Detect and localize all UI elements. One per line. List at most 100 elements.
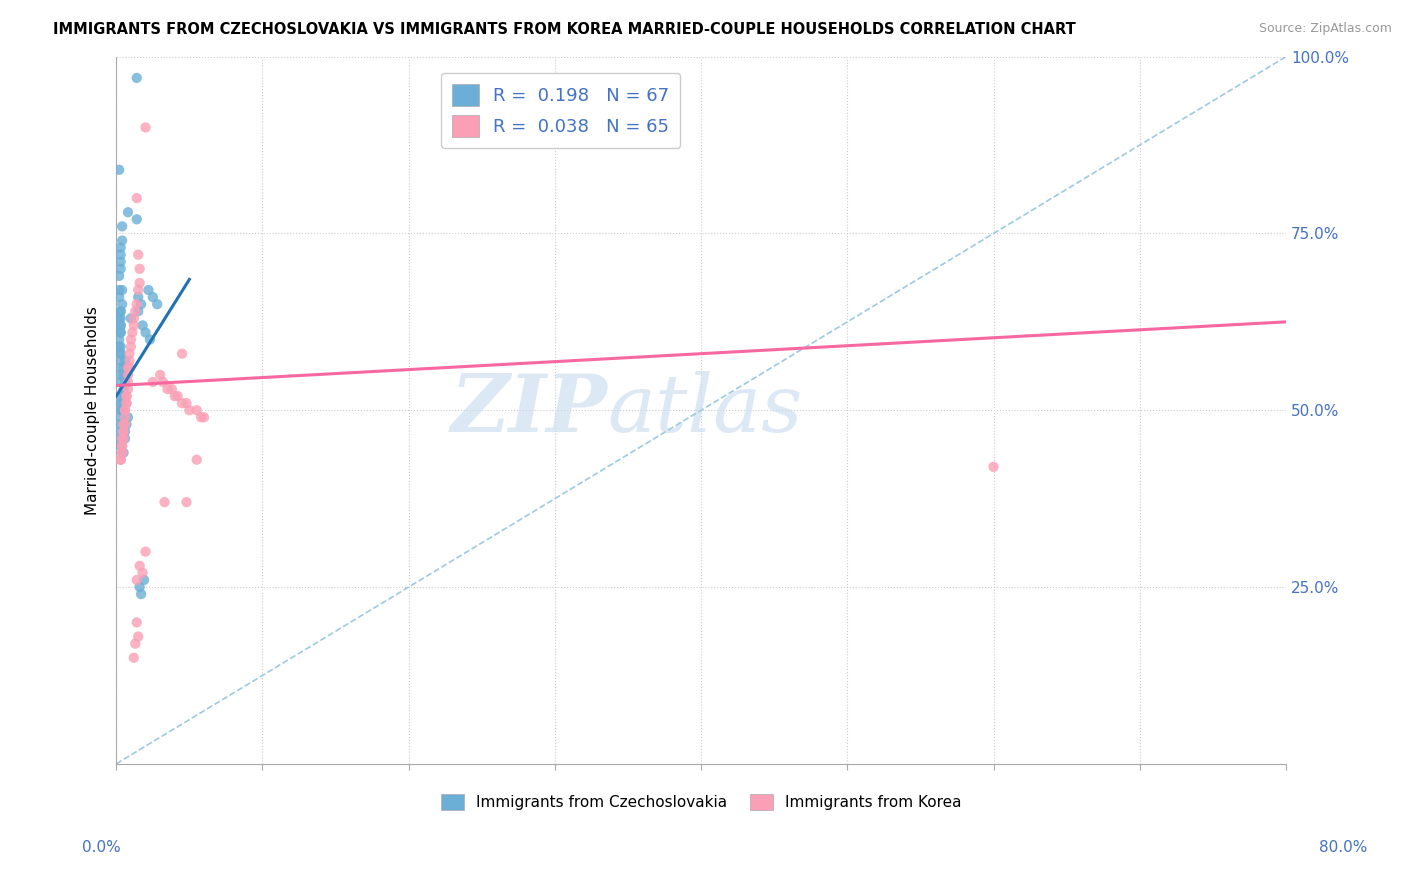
Point [125,70,148,85]
Text: atlas: atlas [607,371,803,449]
Point [129,297,152,311]
Point [124,637,146,651]
Point [131,318,153,333]
Point [170,396,193,410]
Point [114,375,136,389]
Point [114,410,136,425]
Legend: Immigrants from Czechoslovakia, Immigrants from Korea: Immigrants from Czechoslovakia, Immigran… [434,788,967,816]
Point [112,417,135,432]
Point [111,445,134,459]
Point [111,439,134,453]
Point [117,382,139,396]
Point [110,425,132,439]
Point [117,410,139,425]
Point [117,205,139,219]
Point [186,403,208,417]
Point [170,346,193,360]
Point [125,297,148,311]
Text: 80.0%: 80.0% [1319,840,1367,855]
Point [112,389,135,403]
Point [117,375,139,389]
Point [114,353,136,368]
Y-axis label: Married-couple Households: Married-couple Households [86,306,100,515]
Point [115,389,138,403]
Point [112,368,135,382]
Point [110,452,132,467]
Point [134,120,156,135]
Point [114,432,136,446]
Point [152,375,174,389]
Point [110,360,132,375]
Point [114,417,136,432]
Point [117,360,139,375]
Point [166,389,188,403]
Point [115,396,138,410]
Point [193,410,215,425]
Point [134,544,156,558]
Point [110,368,132,382]
Point [117,368,139,382]
Point [142,290,165,304]
Point [125,212,148,227]
Point [125,573,148,587]
Point [112,445,135,459]
Point [110,353,132,368]
Point [110,318,132,333]
Point [110,241,132,255]
Point [118,346,141,360]
Point [110,452,132,467]
Point [111,219,134,234]
Point [110,346,132,360]
Point [160,382,183,396]
Point [108,333,131,347]
Point [110,326,132,340]
Point [111,283,134,297]
Point [127,304,149,318]
Point [118,360,141,375]
Point [108,340,131,354]
Point [110,346,132,360]
Point [112,360,135,375]
Point [111,445,134,459]
Point [115,389,138,403]
Point [146,297,169,311]
Point [111,403,134,417]
Point [120,333,142,347]
Point [108,283,131,297]
Point [138,283,160,297]
Point [111,396,134,410]
Point [142,375,165,389]
Point [110,340,132,354]
Point [120,340,142,354]
Point [149,368,172,382]
Point [114,403,136,417]
Point [114,403,136,417]
Point [124,304,146,318]
Text: Source: ZipAtlas.com: Source: ZipAtlas.com [1258,22,1392,36]
Point [115,396,138,410]
Point [128,261,150,276]
Point [112,382,135,396]
Point [122,311,145,326]
Point [110,318,132,333]
Point [110,389,132,403]
Point [186,452,208,467]
Point [111,432,134,446]
Text: IMMIGRANTS FROM CZECHOSLOVAKIA VS IMMIGRANTS FROM KOREA MARRIED-COUPLE HOUSEHOLD: IMMIGRANTS FROM CZECHOSLOVAKIA VS IMMIGR… [53,22,1076,37]
Point [111,297,134,311]
Point [108,162,131,177]
Point [111,439,134,453]
Point [111,403,134,417]
Point [176,495,198,509]
Point [110,261,132,276]
Point [163,389,186,403]
Point [110,403,132,417]
Point [122,318,145,333]
Point [110,410,132,425]
Point [179,403,201,417]
Point [128,276,150,290]
Point [110,439,132,453]
Point [110,304,132,318]
Point [132,573,155,587]
Point [129,587,152,601]
